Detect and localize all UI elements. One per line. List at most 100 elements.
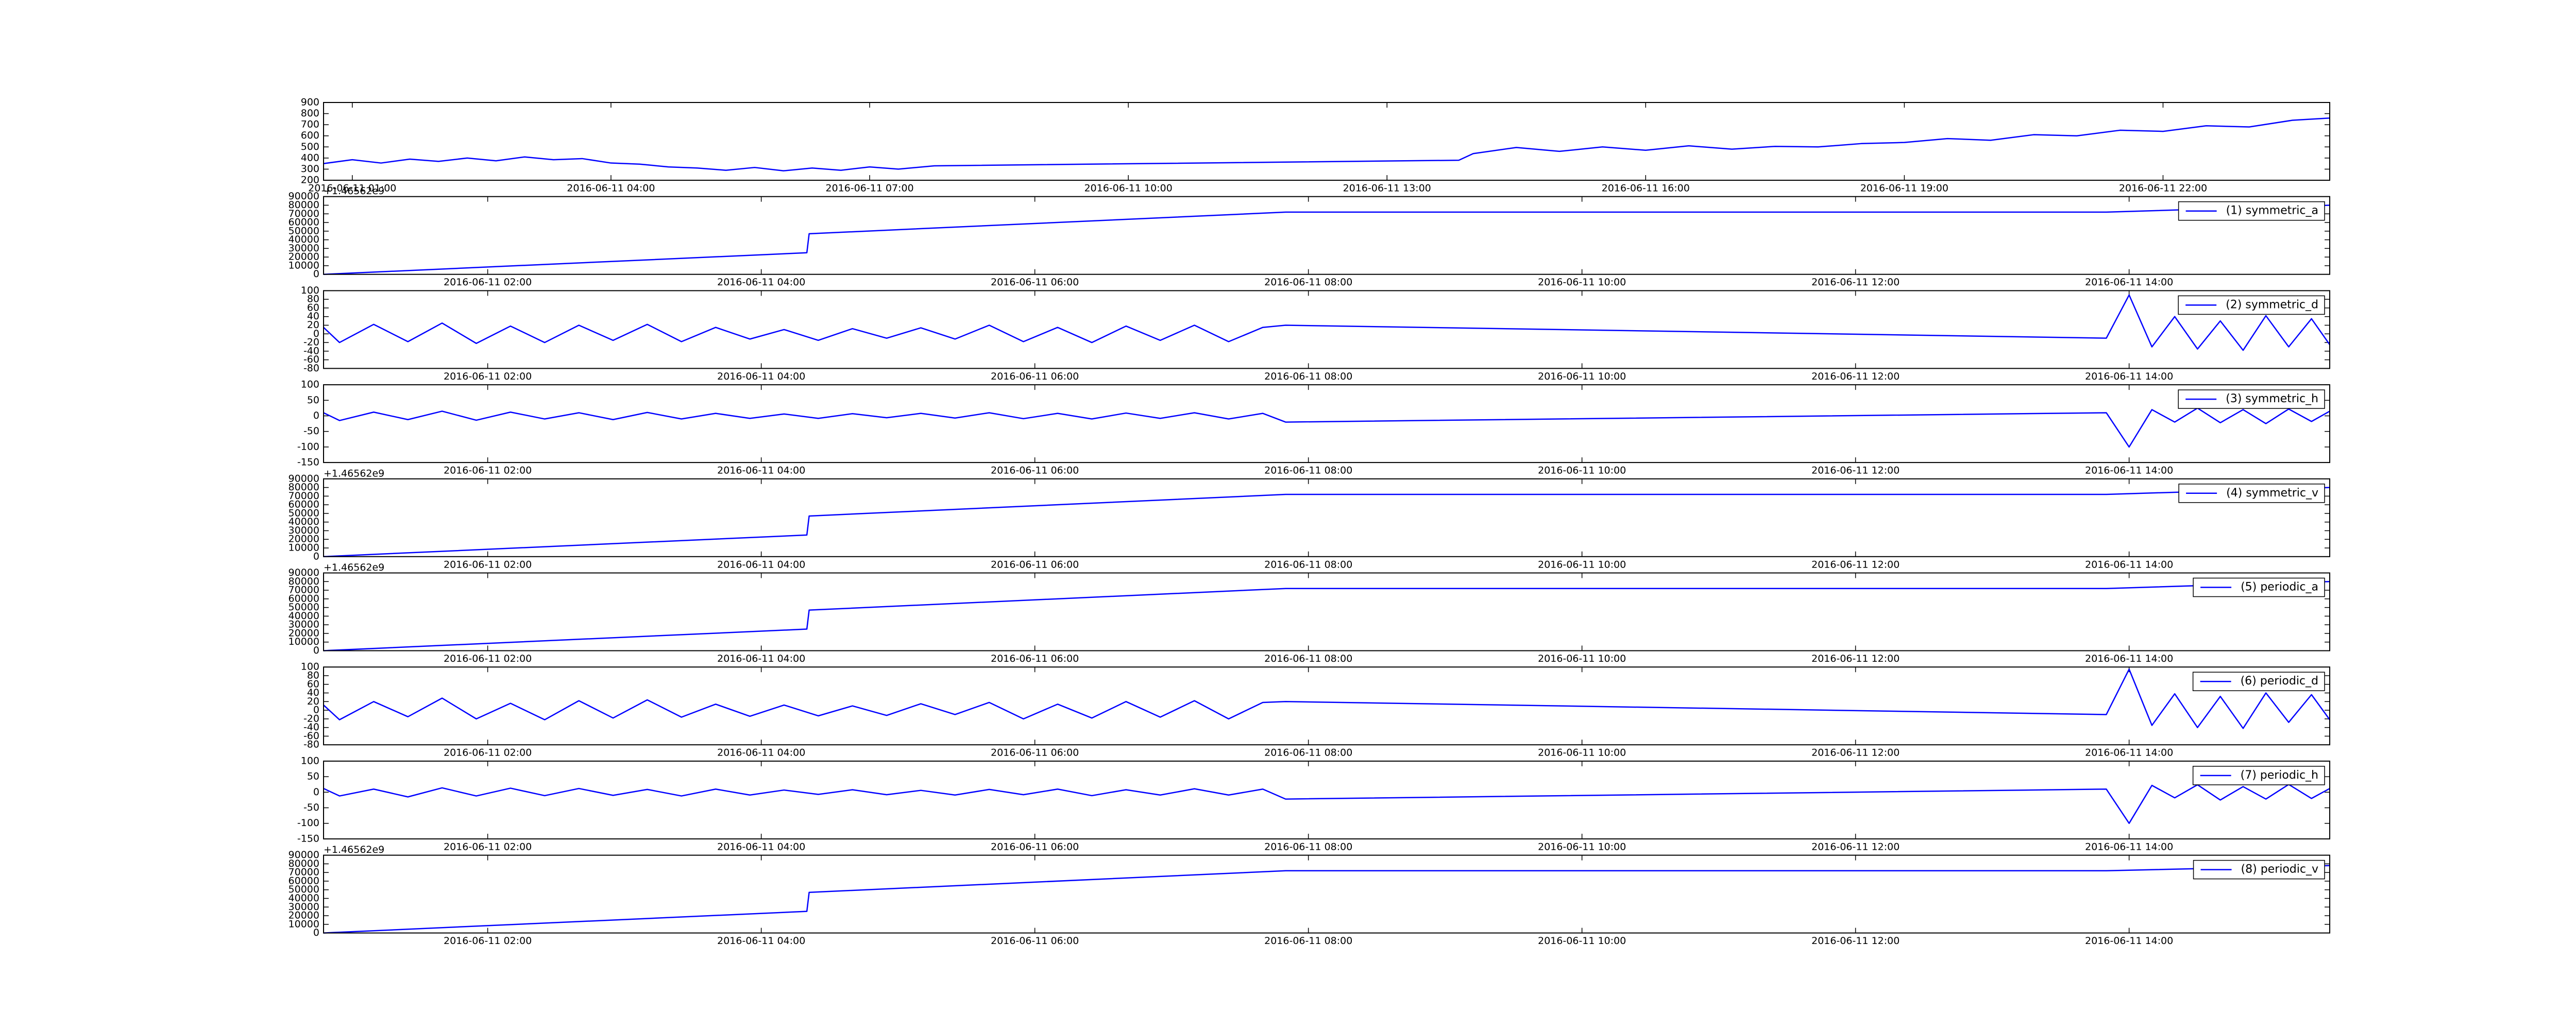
y-tick-label: -100	[297, 441, 319, 452]
x-tick-label: 2016-06-11 10:00	[1538, 559, 1626, 570]
axes-frame	[323, 760, 2330, 839]
y-tick-label: -80	[303, 363, 319, 374]
x-tick-label: 2016-06-11 08:00	[1264, 841, 1352, 852]
axes-frame	[323, 572, 2330, 651]
x-tick-label: 2016-06-11 02:00	[444, 841, 532, 852]
y-tick-label: 20000	[289, 910, 319, 921]
x-tick-label: 2016-06-11 10:00	[1538, 653, 1626, 664]
x-tick-label: 2016-06-11 01:00	[308, 183, 396, 194]
data-line	[323, 581, 2330, 651]
data-line	[323, 204, 2330, 275]
x-tick-label: 2016-06-11 04:00	[717, 559, 805, 570]
data-line	[323, 865, 2330, 934]
x-tick-label: 2016-06-11 04:00	[567, 183, 655, 194]
x-tick-label: 2016-06-11 10:00	[1084, 183, 1172, 194]
y-tick-label: 50000	[289, 507, 319, 519]
axes-frame	[323, 290, 2330, 369]
y-tick-label: 0	[313, 786, 319, 798]
y-tick-label: 40000	[289, 610, 319, 622]
y-tick-label: 80000	[289, 482, 319, 493]
x-tick-label: 2016-06-11 14:00	[2085, 277, 2173, 288]
data-line	[323, 407, 2330, 448]
y-tick-label: -40	[303, 345, 319, 356]
y-tick-label: -50	[303, 425, 319, 437]
y-tick-label: 70000	[289, 490, 319, 502]
legend-label: (8) periodic_v	[2241, 863, 2318, 876]
y-tick-label: 20000	[289, 534, 319, 545]
y-tick-label: -50	[303, 802, 319, 813]
axes-background	[324, 385, 2330, 463]
x-tick-label: 2016-06-11 08:00	[1264, 371, 1352, 382]
y-tick-label: 10000	[289, 542, 319, 554]
x-tick-label: 2016-06-11 12:00	[1811, 371, 1900, 382]
x-tick-label: 2016-06-11 04:00	[717, 465, 805, 476]
y-tick-label: -20	[303, 713, 319, 724]
y-tick-label: 90000	[289, 473, 319, 484]
x-tick-label: 2016-06-11 19:00	[1860, 183, 1948, 194]
x-tick-label: 2016-06-11 06:00	[991, 277, 1079, 288]
x-tick-label: 2016-06-11 02:00	[444, 559, 532, 570]
offset-text: +1.46562e9	[324, 562, 384, 573]
y-tick-label: -60	[303, 730, 319, 742]
y-tick-label: 100	[301, 379, 319, 390]
x-tick-label: 2016-06-11 12:00	[1811, 841, 1900, 852]
x-tick-label: 2016-06-11 14:00	[2085, 935, 2173, 947]
x-tick-label: 2016-06-11 10:00	[1538, 465, 1626, 476]
axes-frame	[323, 854, 2330, 934]
y-tick-label: 0	[313, 410, 319, 421]
legend-label: (2) symmetric_d	[2226, 298, 2318, 311]
x-tick-label: 2016-06-11 12:00	[1811, 277, 1900, 288]
x-tick-label: 2016-06-11 08:00	[1264, 653, 1352, 664]
legend-label: (1) symmetric_a	[2226, 204, 2318, 217]
y-tick-label: 300	[301, 163, 319, 175]
y-tick-label: 60	[307, 678, 319, 690]
axes-background	[324, 478, 2330, 557]
data-line	[323, 668, 2331, 729]
y-tick-label: 10000	[289, 260, 319, 271]
y-tick-label: 0	[313, 328, 319, 339]
y-tick-label: 30000	[289, 243, 319, 254]
x-tick-label: 2016-06-11 02:00	[444, 277, 532, 288]
x-tick-label: 2016-06-11 06:00	[991, 747, 1079, 759]
y-tick-label: 40000	[289, 516, 319, 527]
y-tick-label: -40	[303, 722, 319, 733]
x-tick-label: 2016-06-11 14:00	[2085, 465, 2173, 476]
y-tick-label: 10000	[289, 918, 319, 930]
x-tick-label: 2016-06-11 10:00	[1538, 747, 1626, 759]
y-tick-label: 700	[301, 119, 319, 130]
y-tick-label: 800	[301, 108, 319, 119]
y-tick-label: 40	[307, 311, 319, 322]
y-tick-label: 50000	[289, 602, 319, 613]
x-tick-label: 2016-06-11 12:00	[1811, 653, 1900, 664]
y-tick-label: 0	[313, 645, 319, 656]
y-tick-label: 200	[301, 175, 319, 186]
y-tick-label: 70000	[289, 867, 319, 878]
axes-frame	[323, 102, 2330, 181]
y-tick-label: 0	[313, 705, 319, 716]
y-tick-label: 500	[301, 141, 319, 152]
x-tick-label: 2016-06-11 08:00	[1264, 747, 1352, 759]
x-tick-label: 2016-06-11 06:00	[991, 371, 1079, 382]
axes-background	[324, 196, 2330, 274]
y-tick-label: 50000	[289, 884, 319, 895]
x-tick-label: 2016-06-11 02:00	[444, 935, 532, 947]
y-tick-label: 30000	[289, 525, 319, 536]
y-tick-label: 60	[307, 302, 319, 313]
legend-label: (4) symmetric_v	[2226, 487, 2318, 500]
y-tick-label: 90000	[289, 567, 319, 578]
data-line	[323, 294, 2331, 351]
axes-background	[324, 290, 2330, 369]
x-tick-label: 2016-06-11 08:00	[1264, 277, 1352, 288]
y-tick-label: -60	[303, 354, 319, 365]
x-tick-label: 2016-06-11 08:00	[1264, 559, 1352, 570]
x-tick-label: 2016-06-11 10:00	[1538, 841, 1626, 852]
axes-background	[324, 667, 2330, 745]
y-tick-label: 0	[313, 927, 319, 938]
data-line	[323, 783, 2330, 824]
x-tick-label: 2016-06-11 04:00	[717, 277, 805, 288]
y-tick-label: 10000	[289, 636, 319, 647]
x-tick-label: 2016-06-11 14:00	[2085, 371, 2173, 382]
y-tick-label: 20000	[289, 627, 319, 639]
data-line	[323, 487, 2330, 558]
